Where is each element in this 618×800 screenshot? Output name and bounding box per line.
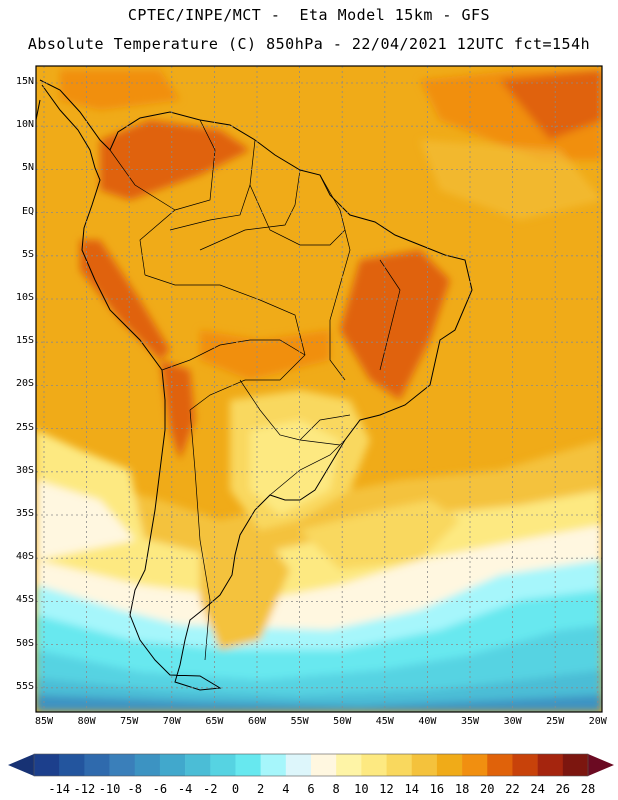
colorbar-label: 26 [555,782,571,796]
colorbar-swatch [34,754,60,776]
colorbar-label: 8 [332,782,340,796]
longitude-label: 25W [546,716,565,727]
colorbar-label: -14 [48,782,71,796]
latitude-label: 55S [15,680,34,692]
colorbar-label: 18 [454,782,470,796]
coastline [35,79,473,691]
colorbar-swatch [411,754,438,776]
map-frame [35,65,603,713]
latitude-label: 50S [15,637,34,649]
colorbar-label: 10 [354,782,369,796]
colorbar-label: 16 [429,782,445,796]
colorbar-label: 6 [307,782,315,796]
latitude-label: 5N [21,162,34,174]
latitude-label: 20S [15,378,34,390]
longitude-label: 35W [460,716,480,727]
colorbar-swatch [361,754,387,776]
colorbar-label: 12 [379,782,394,796]
colorbar-label: -8 [127,782,142,796]
colorbar-label: -6 [152,782,168,796]
longitude-label: 80W [77,716,96,727]
colorbar-swatch [260,754,287,776]
colorbar-label: 28 [580,782,596,796]
longitude-label: 65W [205,716,224,727]
title-line-1: CPTEC/INPE/MCT - Eta Model 15km - GFS [127,6,491,24]
colorbar-swatch [109,754,136,776]
latitude-label: 15S [15,335,34,347]
colorbar-high-arrow [588,754,614,776]
title-line-2: Absolute Temperature (C) 850hPa - 22/04/… [27,35,591,53]
country-borders [109,119,401,661]
colorbar-swatch [210,754,236,776]
colorbar-swatch [436,754,463,776]
colorbar-swatch [487,754,513,776]
latitude-label: 10S [15,292,34,303]
longitude-label: 50W [333,716,352,727]
longitude-label: 70W [162,716,181,727]
latitude-label: EQ [21,205,34,217]
colorbar [8,753,614,777]
longitude-label: 40W [418,716,437,727]
longitude-label: 85W [34,716,54,727]
latitude-label: 45S [15,594,34,606]
longitude-label: 45W [375,716,394,727]
colorbar-swatch [512,754,538,776]
colorbar-label: -2 [203,782,218,796]
colorbar-low-arrow [8,754,34,776]
colorbar-swatch [235,754,261,776]
colorbar-swatch [159,754,186,776]
colorbar-label: -12 [73,782,96,796]
latitude-label: 30S [15,464,34,476]
colorbar-outline [33,753,589,777]
colorbar-swatch [562,754,589,776]
colorbar-swatch [386,754,413,776]
colorbar-swatch [185,754,211,776]
latitude-label: 5S [21,248,34,260]
colorbar-swatch [311,754,337,776]
longitude-label: 55W [290,716,309,727]
colorbar-label: -10 [98,782,121,796]
latitude-label: 40S [15,551,34,563]
longitude-label: 20W [588,716,607,727]
lat-lon-grid [36,66,602,712]
colorbar-swatch [336,754,362,776]
colorbar-swatch [285,754,312,776]
latitude-label: 15N [15,76,34,87]
latitude-label: 35S [15,508,34,519]
colorbar-label: 22 [505,782,520,796]
longitude-label: 75W [120,716,139,727]
longitude-label: 60W [247,716,267,727]
latitude-label: 25S [15,421,34,433]
colorbar-label: 14 [404,782,419,796]
colorbar-swatch [59,754,85,776]
latitude-label: 10N [15,119,34,131]
colorbar-swatch [537,754,564,776]
colorbar-swatch [462,754,488,776]
colorbar-label: -4 [177,782,193,796]
colorbar-label: 4 [282,782,290,796]
colorbar-label: 0 [231,782,240,796]
colorbar-swatch [134,754,161,776]
temperature-field [36,66,602,712]
colorbar-label: 20 [480,782,495,796]
colorbar-label: 24 [530,782,545,796]
colorbar-label: 2 [257,782,265,796]
colorbar-swatch [84,754,110,776]
longitude-label: 30W [503,716,522,727]
